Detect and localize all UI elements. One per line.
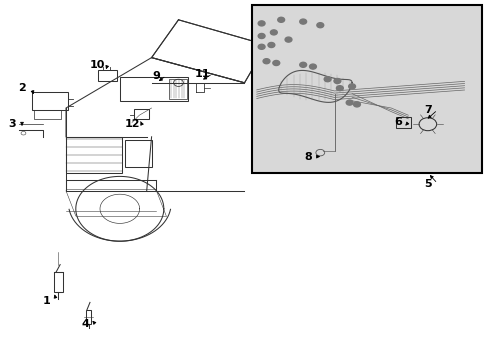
Bar — [32, 92, 68, 110]
Circle shape — [336, 86, 343, 91]
Bar — [168, 79, 187, 99]
Circle shape — [299, 62, 306, 67]
Bar — [54, 272, 62, 292]
Circle shape — [353, 102, 360, 107]
Circle shape — [258, 44, 264, 49]
Text: 4: 4 — [81, 319, 89, 329]
Bar — [98, 70, 117, 81]
Bar — [120, 77, 188, 101]
Text: 2: 2 — [18, 83, 26, 93]
Bar — [66, 137, 122, 173]
Circle shape — [346, 100, 352, 105]
Circle shape — [285, 37, 291, 42]
Circle shape — [309, 64, 316, 69]
Bar — [34, 110, 61, 119]
Bar — [395, 117, 410, 128]
Circle shape — [258, 21, 264, 26]
Circle shape — [267, 42, 274, 48]
Circle shape — [333, 78, 340, 84]
Circle shape — [258, 33, 264, 39]
Text: 8: 8 — [304, 152, 311, 162]
Circle shape — [316, 23, 323, 28]
Circle shape — [348, 84, 355, 89]
Text: 10: 10 — [90, 60, 105, 70]
Text: 6: 6 — [394, 117, 402, 127]
Text: 5: 5 — [423, 179, 431, 189]
Text: 12: 12 — [124, 119, 140, 129]
Circle shape — [299, 19, 306, 24]
Text: 3: 3 — [8, 119, 16, 129]
Circle shape — [324, 77, 330, 82]
Circle shape — [272, 60, 279, 66]
Text: 7: 7 — [423, 105, 431, 115]
Circle shape — [270, 30, 277, 35]
Text: 11: 11 — [195, 69, 210, 79]
Circle shape — [277, 17, 284, 22]
Bar — [134, 109, 149, 119]
Bar — [251, 5, 481, 173]
Bar — [124, 140, 151, 167]
Bar — [85, 310, 91, 324]
Text: 9: 9 — [152, 71, 160, 81]
Text: 1: 1 — [42, 296, 50, 306]
Circle shape — [263, 59, 269, 64]
